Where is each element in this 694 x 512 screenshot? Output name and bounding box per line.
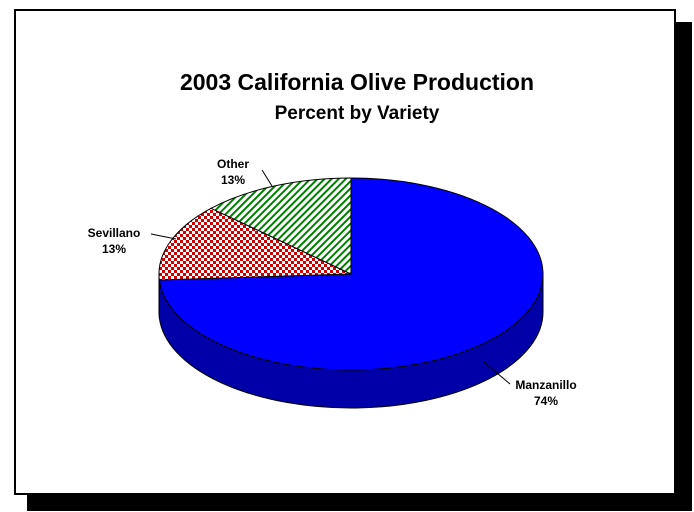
label-other: Other 13% (217, 157, 249, 187)
leader-line-manzanillo (483, 361, 511, 385)
slice-label-manzanillo: Manzanillo (515, 378, 576, 392)
label-sevillano: Sevillano 13% (88, 226, 141, 256)
slice-other (209, 177, 352, 275)
slice-label-sevillano: Sevillano (88, 226, 141, 240)
leader-line-other (261, 169, 273, 187)
slice-value-sevillano: 13% (102, 242, 126, 256)
label-manzanillo: Manzanillo 74% (515, 378, 576, 408)
chart-subtitle: Percent by Variety (275, 103, 440, 124)
pie-layer (158, 177, 544, 409)
slice-value-other: 13% (221, 173, 245, 187)
slice-value-manzanillo: 74% (534, 394, 558, 408)
chart-title: 2003 California Olive Production (180, 69, 534, 95)
leader-line-sevillano (150, 233, 177, 240)
slice-sevillano (158, 207, 352, 281)
slice-label-other: Other (217, 157, 249, 171)
